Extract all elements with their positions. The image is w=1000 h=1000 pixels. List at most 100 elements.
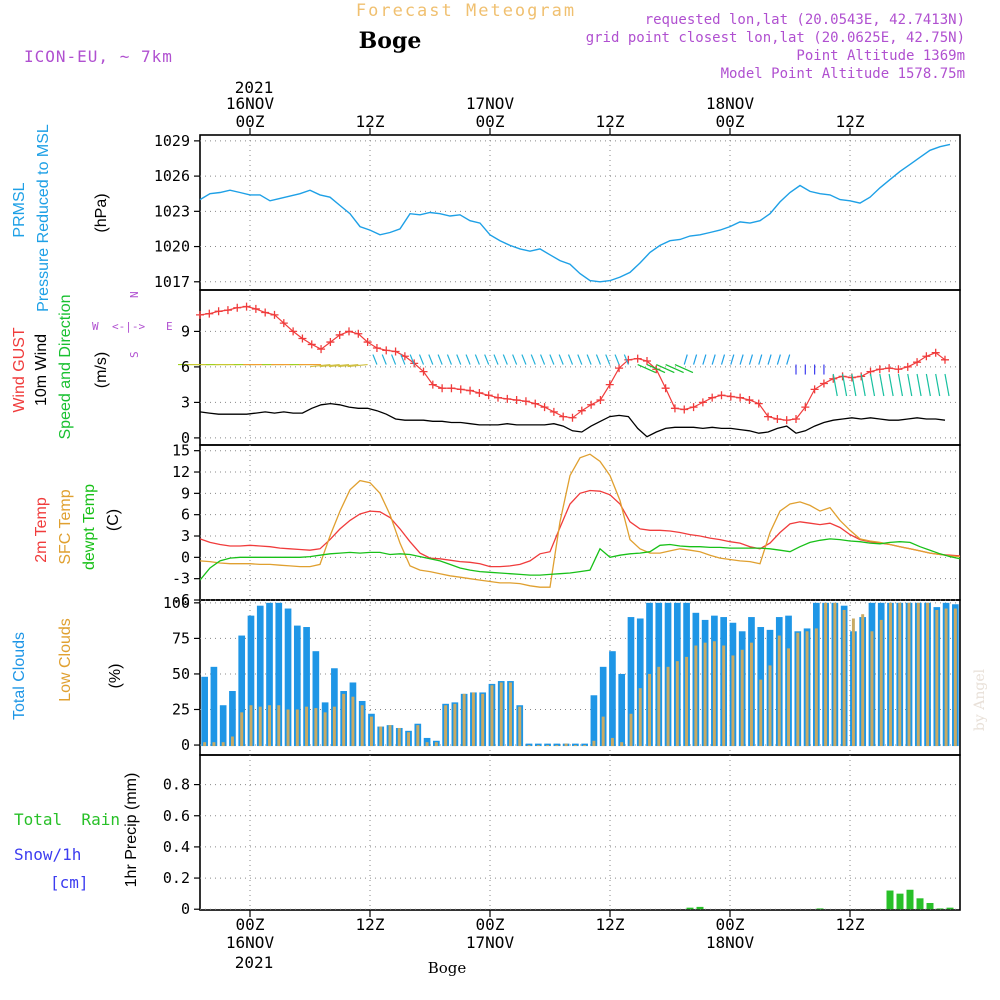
compass-arrows: <-|-> [112,320,145,333]
low-cloud-bar [351,696,355,747]
wind-direction-arrow [558,354,564,365]
gust-marker [661,384,670,393]
low-cloud-bar [889,602,892,747]
grid-point-coords: grid point closest lon,lat (20.0625E, 42… [586,30,965,46]
y-tick-label: -3 [172,570,190,588]
total-cloud-bar [544,743,551,747]
low-cloud-bar [212,742,216,747]
gust-marker [196,310,204,319]
y-tick-label: 0.4 [163,838,190,856]
compass-north: N [128,291,141,298]
low-cloud-bar [814,628,818,747]
low-cloud-bar [388,725,392,747]
wind-direction-arrow [319,363,340,368]
total-cloud-bar [581,743,588,747]
wind-direction-arrow [595,354,601,365]
gust-marker [233,303,242,312]
gust-marker [717,391,726,400]
low-cloud-bar [805,631,809,747]
low-cloud-bar [342,693,346,747]
rain-bar [686,907,694,910]
bottom-tick-time: 00Z [236,915,265,934]
total-cloud-bar [609,651,616,747]
wind-direction-arrow [935,373,941,397]
y-tick-label: 25 [172,700,190,718]
low-cloud-bar [916,602,920,747]
low-cloud-bar [879,619,883,747]
wind-direction-arrow [437,354,443,365]
panel-frame-temp [199,444,961,601]
gust-marker [885,364,894,373]
gust-marker [345,327,353,336]
low-cloud-bar [258,706,262,747]
gust-marker [903,362,912,371]
low-cloud-bar [694,645,698,747]
point-altitude: Point Altitude 1369m [796,48,965,64]
cloud-unit: (%) [107,664,124,689]
y-tick-label: 1029 [154,132,190,150]
wind-direction-arrow [400,354,406,365]
top-year-label: 2021 [235,78,274,97]
wind-direction-arrow [409,354,415,365]
gust-marker [447,384,456,393]
low-cloud-bar [295,709,299,747]
wind-direction-arrow [549,354,555,365]
low-cloud-bar [323,712,327,747]
total-cloud-bar [599,666,607,747]
gust-marker [792,414,800,423]
total-cloud-bar [210,666,218,747]
wind-direction-arrow [683,354,688,365]
gust-marker [317,345,326,354]
wind-direction-arrow [521,354,527,365]
total-cloud-bar [303,627,310,747]
snow-label: Snow/1h [14,845,81,864]
wind-direction-arrow [310,363,331,368]
gust-marker [931,348,940,357]
low-cloud-bar [453,703,457,747]
y-tick-label: 6 [181,506,190,524]
gust-marker [810,385,819,394]
low-cloud-bar [573,745,577,747]
gust-marker [307,340,316,349]
wind-direction-arrow [916,373,922,397]
wind-direction-arrow [869,373,876,397]
low-cloud-bar [898,602,902,747]
low-cloud-bar [629,713,633,747]
low-cloud-bar [833,602,837,747]
total-cloud-bar [284,608,292,747]
total-cloud-bar [256,605,264,747]
wind-direction-arrow [391,354,397,365]
gust-marker [261,308,270,317]
gust-marker [801,403,810,412]
total-clouds-label: Total Clouds [11,632,28,720]
y-tick-label: 12 [172,463,190,481]
wind-direction-arrow [614,354,620,365]
low-cloud-bar [870,631,874,747]
low-cloud-bar [796,632,800,747]
low-cloud-bar [203,742,207,747]
low-cloud-bar [926,602,930,747]
pressure-unit: (hPa) [93,193,110,232]
gust-marker [503,394,512,403]
bottom-tick-time: 12Z [356,915,385,934]
low-cloud-bar [527,745,531,747]
rain-bar [696,906,704,910]
top-tick-time: 00Z [716,112,745,131]
low-cloud-bar [509,682,512,747]
gust-marker [531,399,540,408]
wind-compass: W <-|-> E N S [92,291,173,358]
low-cloud-bar [824,602,828,747]
low-cloud-bar [740,649,744,747]
y-tick-label: 50 [172,665,190,683]
wind-direction-arrow [739,354,744,365]
top-tick-time: 12Z [836,112,865,131]
top-tick-time: 12Z [596,112,625,131]
wind-direction-arrow [456,354,462,365]
wind-direction-arrow [851,373,857,397]
total-cloud-bar [201,676,208,747]
gust-marker [549,407,558,416]
low-cloud-bar [240,712,244,747]
gust-marker [726,392,735,401]
wind-direction-arrow [841,373,848,397]
